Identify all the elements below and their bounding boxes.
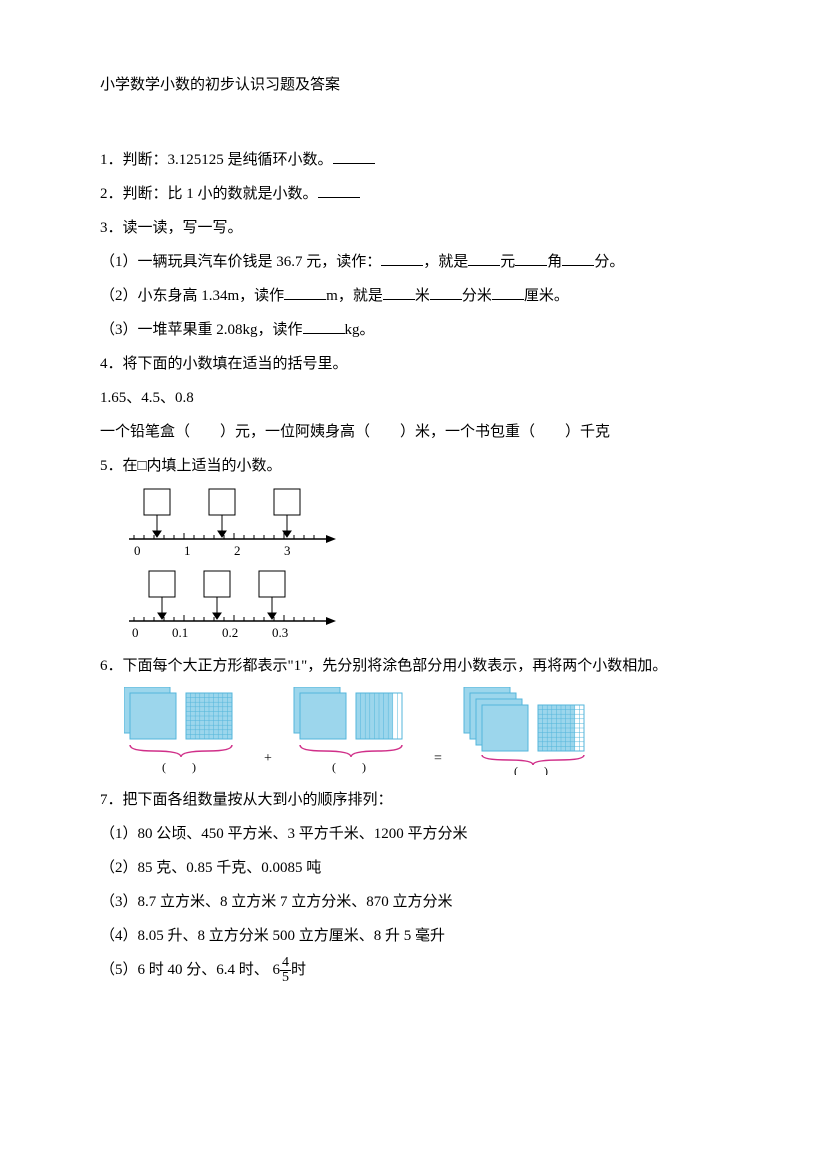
svg-text:0.2: 0.2 (222, 625, 238, 640)
svg-text:3: 3 (284, 543, 291, 558)
q3-3a: （3）一堆苹果重 2.08kg，读作 (100, 322, 303, 338)
blank (303, 317, 345, 335)
blank (515, 249, 547, 267)
q7-5b: 时 (291, 962, 306, 978)
svg-text:0: 0 (132, 625, 139, 640)
blank (430, 283, 462, 301)
svg-text:+: + (264, 751, 272, 766)
question-3-2: （2）小东身高 1.34m，读作 m，就是 米 分米 厘米。 (100, 281, 726, 311)
q3-2e: 厘米。 (524, 288, 569, 304)
q3-1b: ，就是 (423, 254, 468, 270)
question-3: 3．读一读，写一写。 (100, 213, 726, 243)
fraction-den: 5 (280, 971, 291, 985)
page-title: 小学数学小数的初步认识习题及答案 (100, 70, 726, 100)
q2-text: 2．判断：比 1 小的数就是小数。 (100, 186, 318, 202)
q3-2a: （2）小东身高 1.34m，读作 (100, 288, 284, 304)
svg-text:1: 1 (184, 543, 191, 558)
q3-2c: 米 (415, 288, 430, 304)
question-2: 2．判断：比 1 小的数就是小数。 (100, 179, 726, 209)
q1-text: 1．判断：3.125125 是纯循环小数。 (100, 152, 333, 168)
figure-6: () + () = (124, 687, 726, 775)
q3-2b: m，就是 (326, 288, 383, 304)
q7-5a: （5）6 时 40 分、6.4 时、 6 (100, 962, 280, 978)
q3-3b: kg。 (345, 322, 375, 338)
question-3-1: （1）一辆玩具汽车价钱是 36.7 元，读作： ，就是 元 角 分。 (100, 247, 726, 277)
question-7-2: （2）85 克、0.85 千克、0.0085 吨 (100, 853, 726, 883)
question-4-line: 一个铅笔盒（ ）元，一位阿姨身高（ ）米，一个书包重（ ）千克 (100, 417, 726, 447)
question-7-1: （1）80 公顷、450 平方米、3 平方千米、1200 平方分米 (100, 819, 726, 849)
svg-text:): ) (544, 764, 548, 775)
question-4: 4．将下面的小数填在适当的括号里。 (100, 349, 726, 379)
svg-text:(: ( (162, 760, 166, 774)
question-5: 5．在□内填上适当的小数。 (100, 451, 726, 481)
blank (333, 147, 375, 165)
q4d: ）千克 (565, 424, 610, 440)
svg-text:=: = (434, 751, 442, 766)
question-6: 6．下面每个大正方形都表示"1"，先分别将涂色部分用小数表示，再将两个小数相加。 (100, 651, 726, 681)
question-7-5: （5）6 时 40 分、6.4 时、 645时 (100, 955, 726, 985)
question-7: 7．把下面各组数量按从大到小的顺序排列： (100, 785, 726, 815)
blank (468, 249, 500, 267)
blank (284, 283, 326, 301)
svg-text:): ) (362, 760, 366, 774)
blank (562, 249, 594, 267)
blank (381, 249, 423, 267)
fraction-num: 4 (280, 956, 291, 971)
q3-2d: 分米 (462, 288, 492, 304)
svg-text:0.3: 0.3 (272, 625, 288, 640)
blank (383, 283, 415, 301)
figure-5a: 0 1 2 3 (124, 487, 726, 559)
figure-5b: 0 0.1 0.2 0.3 (124, 569, 726, 641)
svg-text:0: 0 (134, 543, 141, 558)
numberline-top: 0 1 2 3 (124, 487, 344, 559)
question-3-3: （3）一堆苹果重 2.08kg，读作 kg。 (100, 315, 726, 345)
q3-1e: 分。 (594, 254, 624, 270)
svg-text:(: ( (514, 764, 518, 775)
q4a: 一个铅笔盒（ (100, 424, 190, 440)
q3-1d: 角 (547, 254, 562, 270)
q4b: ）元，一位阿姨身高（ (220, 424, 370, 440)
q3-1c: 元 (500, 254, 515, 270)
svg-text:2: 2 (234, 543, 241, 558)
question-7-4: （4）8.05 升、8 立方分米 500 立方厘米、8 升 5 毫升 (100, 921, 726, 951)
squares-figure: () + () = (124, 687, 684, 775)
numberline-bottom: 0 0.1 0.2 0.3 (124, 569, 344, 641)
question-4-data: 1.65、4.5、0.8 (100, 383, 726, 413)
question-7-3: （3）8.7 立方米、8 立方米 7 立方分米、870 立方分米 (100, 887, 726, 917)
fraction-icon: 45 (280, 956, 291, 985)
q3-1a: （1）一辆玩具汽车价钱是 36.7 元，读作： (100, 254, 381, 270)
blank (492, 283, 524, 301)
svg-text:(: ( (332, 760, 336, 774)
svg-text:): ) (192, 760, 196, 774)
blank (318, 181, 360, 199)
q4c: ）米，一个书包重（ (400, 424, 535, 440)
svg-text:0.1: 0.1 (172, 625, 188, 640)
question-1: 1．判断：3.125125 是纯循环小数。 (100, 145, 726, 175)
